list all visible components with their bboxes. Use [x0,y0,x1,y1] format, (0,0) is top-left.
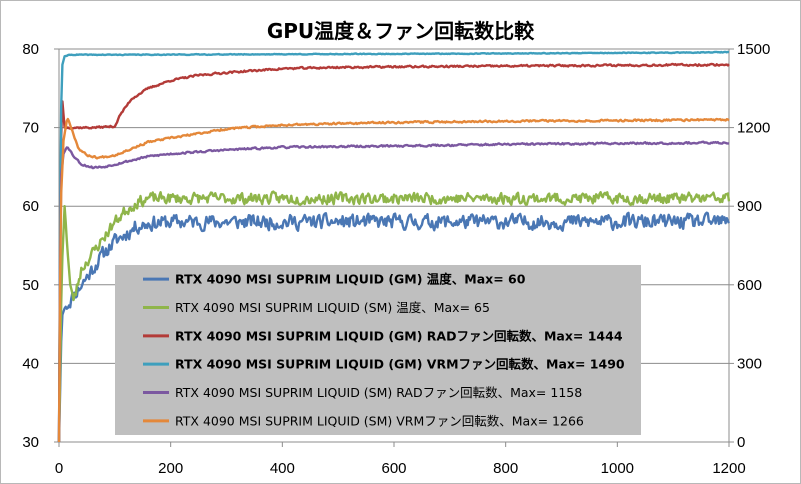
chart-title: GPU温度＆ファン回転数比較 [266,19,535,43]
legend-label-1: RTX 4090 MSI SUPRIM LIQUID (SM) 温度、Max= … [175,300,490,315]
x-tick-label: 400 [270,460,295,477]
series-line-2 [57,62,730,443]
x-tick-label: 1000 [601,460,634,477]
legend-label-4: RTX 4090 MSI SUPRIM LIQUID (SM) RADファン回転… [175,385,582,400]
y-left-tick-label: 50 [22,277,39,294]
y-right-tick-label: 300 [737,355,762,372]
y-left-tick-label: 40 [22,355,39,372]
y-right-tick-label: 600 [737,277,762,294]
x-tick-label: 1200 [712,460,745,477]
y-left-tick-label: 30 [22,434,39,451]
y-left-tick-label: 80 [22,41,39,58]
y-right-tick-label: 900 [737,198,762,215]
x-tick-label: 200 [158,460,183,477]
series-lines [57,50,731,443]
y-right-tick-label: 1200 [737,120,770,137]
legend-label-5: RTX 4090 MSI SUPRIM LIQUID (SM) VRMファン回転… [175,413,584,428]
series-line-1 [57,190,731,443]
x-tick-label: 0 [55,460,63,477]
series-line-0 [57,211,731,443]
y-left-tick-label: 70 [22,120,39,137]
y-right-tick-label: 0 [737,434,745,451]
x-tick-label: 800 [493,460,518,477]
legend: RTX 4090 MSI SUPRIM LIQUID (GM) 温度、Max= … [115,265,641,435]
legend-label-3: RTX 4090 MSI SUPRIM LIQUID (GM) VRMファン回転… [175,357,625,372]
y-left-tick-label: 60 [22,198,39,215]
legend-label-0: RTX 4090 MSI SUPRIM LIQUID (GM) 温度、Max= … [175,272,526,287]
x-tick-label: 600 [381,460,406,477]
y-right-tick-label: 1500 [737,41,770,58]
legend-label-2: RTX 4090 MSI SUPRIM LIQUID (GM) RADファン回転… [175,328,623,343]
series-line-5 [57,117,730,443]
series-line-3 [57,50,730,443]
legend-box [115,265,641,435]
series-line-4 [57,140,730,443]
